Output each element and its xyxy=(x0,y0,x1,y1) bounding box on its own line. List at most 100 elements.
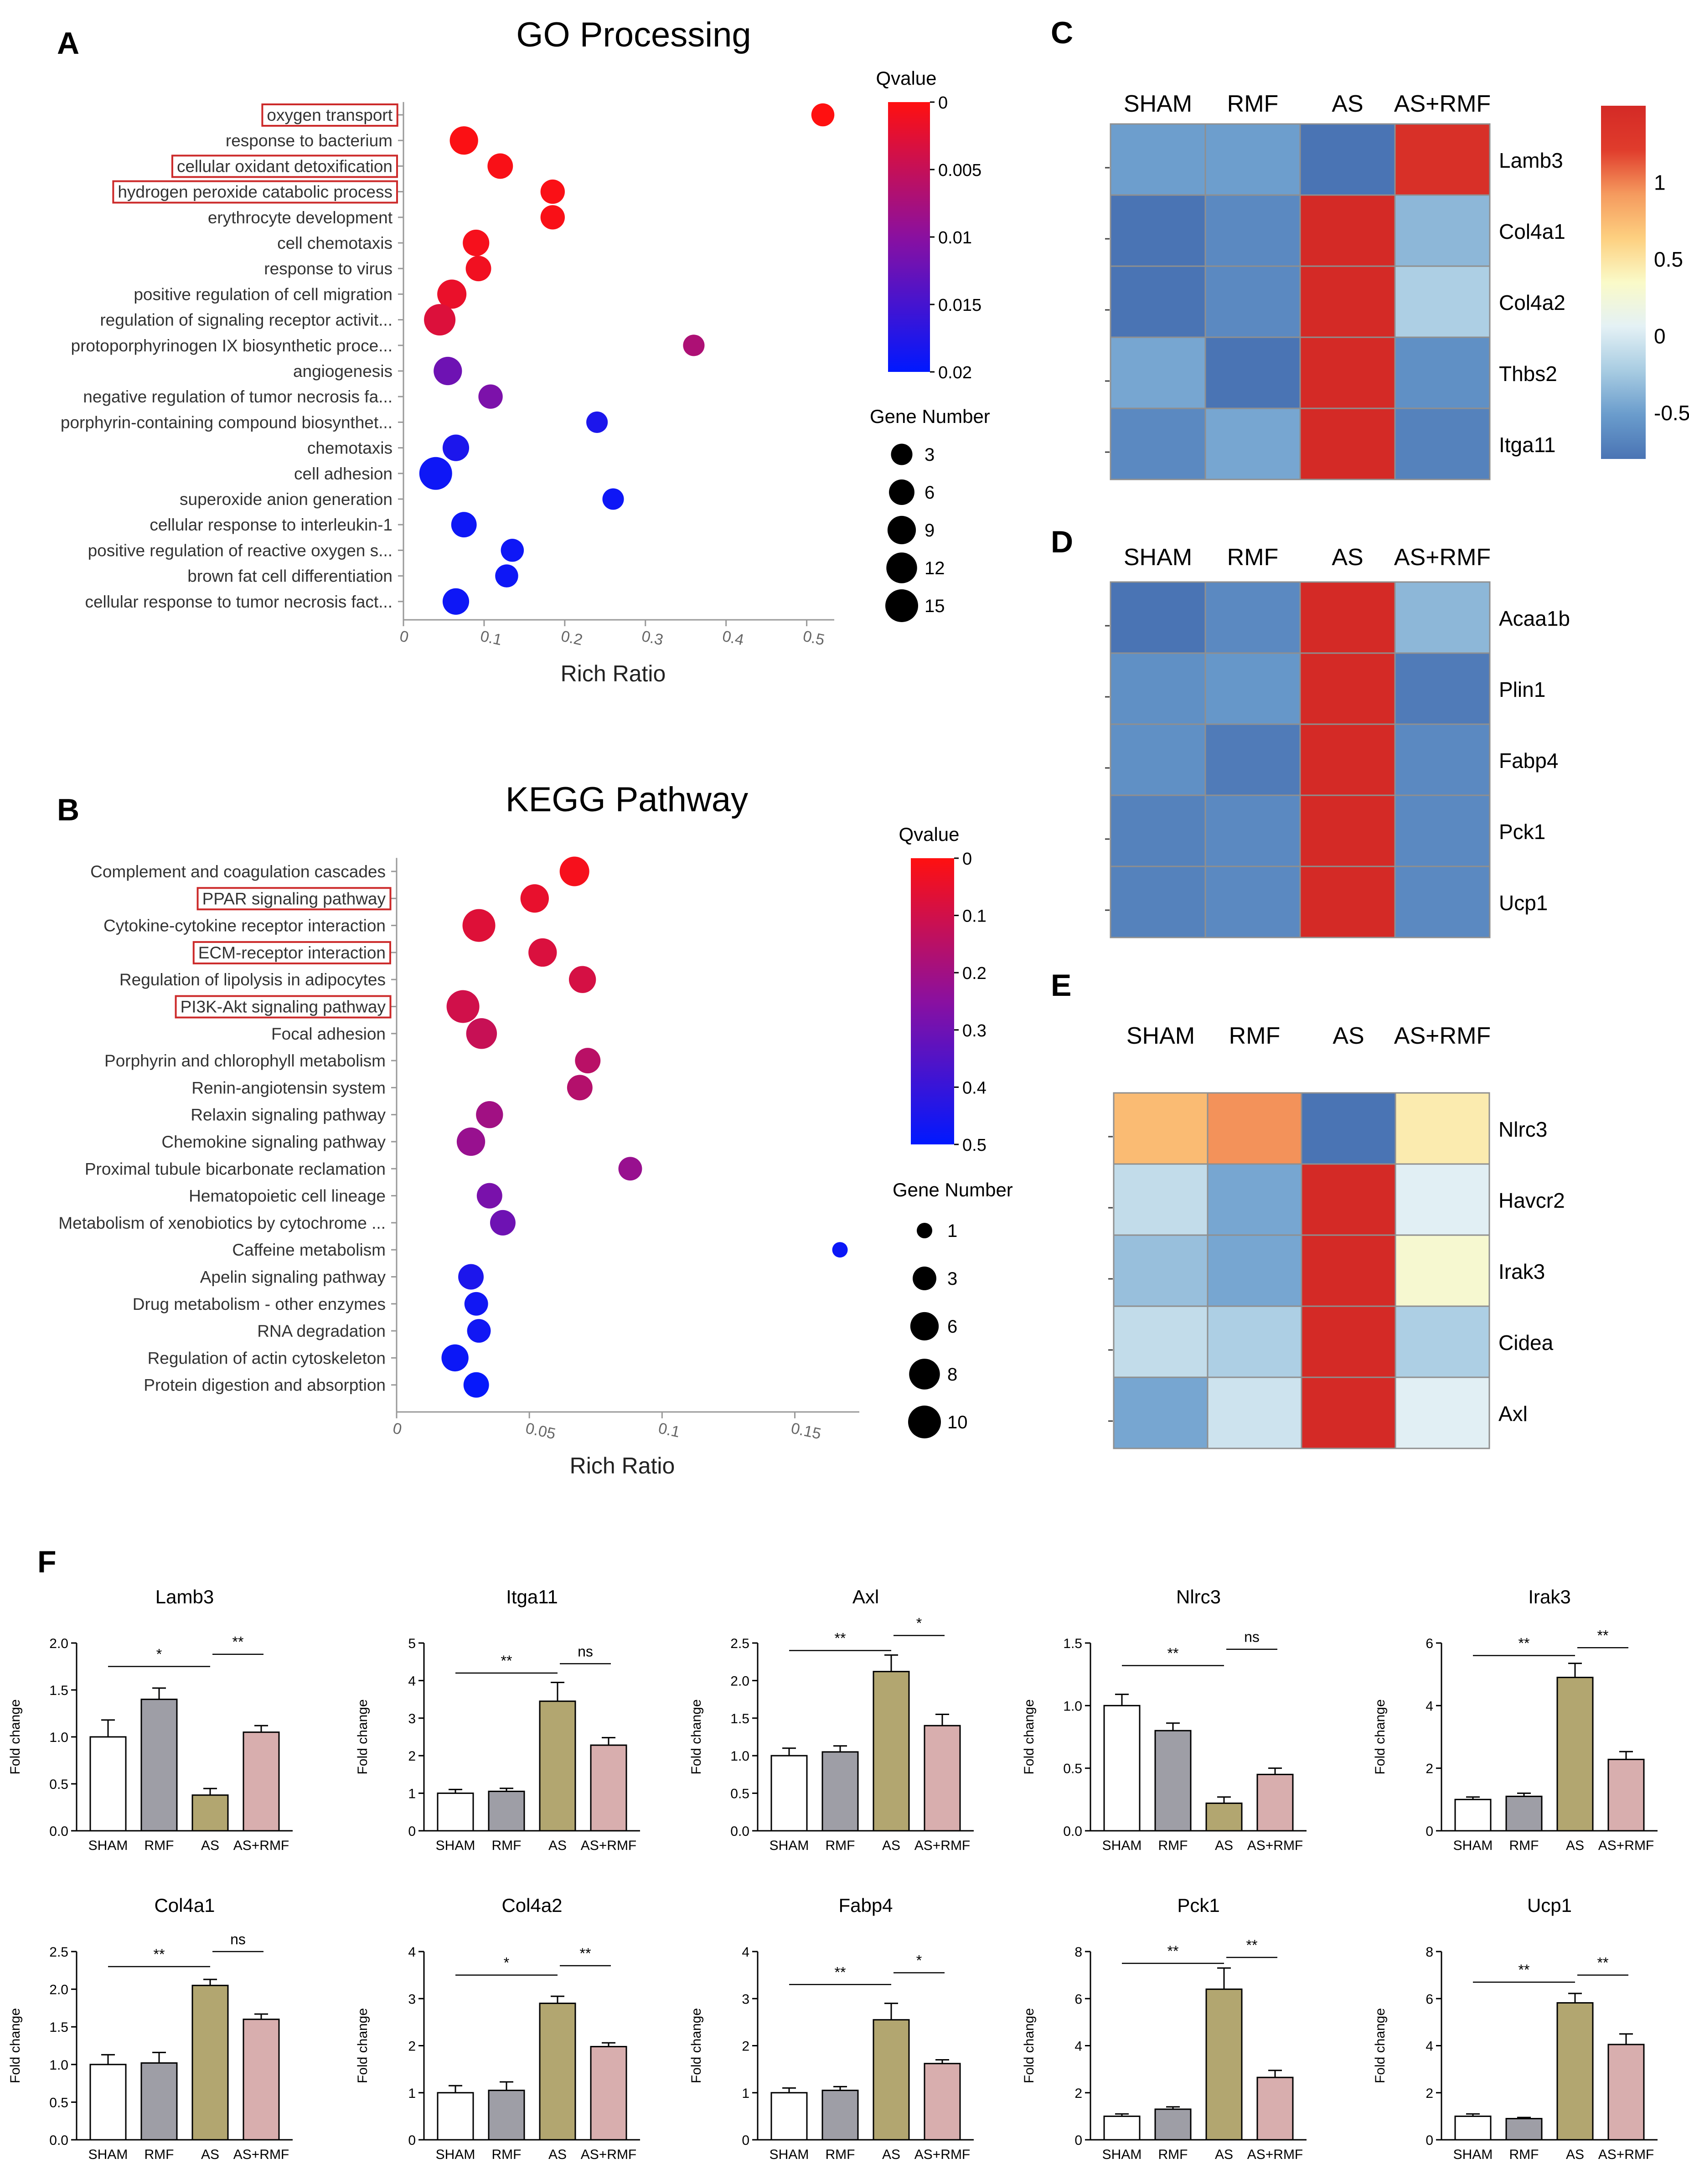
y-tick-label: 1.0 xyxy=(49,2058,68,2073)
bar-chart-title: Pck1 xyxy=(1177,1895,1219,1916)
enrichment-dot xyxy=(586,411,608,433)
size-legend-dot xyxy=(913,1267,936,1290)
enrichment-dot xyxy=(811,103,835,127)
heatmap-cell xyxy=(1299,123,1396,196)
bar xyxy=(437,1793,474,1832)
bar xyxy=(1556,2002,1594,2141)
heatmap-cell xyxy=(1395,1376,1490,1449)
y-tick-label: 2 xyxy=(408,1749,416,1764)
panel-letter-F: F xyxy=(37,1545,57,1579)
x-tick-label: RMF xyxy=(826,1838,855,1853)
column-label: AS xyxy=(1332,544,1363,571)
panel-letter-C: C xyxy=(1051,15,1073,50)
size-legend-dot xyxy=(887,515,916,545)
y-axis-title: Fold change xyxy=(689,1699,704,1774)
x-tick-label: SHAM xyxy=(1453,1838,1493,1853)
x-tick-label: RMF xyxy=(1158,2147,1188,2162)
y-tick-label: 1.5 xyxy=(49,2020,68,2035)
enrichment-dot xyxy=(434,356,462,386)
heatmap-cell xyxy=(1204,723,1301,796)
heatmap-cell xyxy=(1207,1092,1302,1165)
term-label: cell chemotaxis xyxy=(277,234,393,252)
y-tick-label: 4 xyxy=(1426,1699,1433,1714)
x-tick-label: SHAM xyxy=(88,2147,128,2162)
heatmap-cell xyxy=(1110,794,1206,867)
qvalue-legend-title: Qvalue xyxy=(876,67,936,89)
size-legend-dot xyxy=(889,479,914,505)
y-tick-label: 0.5 xyxy=(49,2095,68,2110)
y-axis-title: Fold change xyxy=(689,2008,704,2083)
qvalue-colorbar xyxy=(888,102,930,372)
y-tick-label: 0.5 xyxy=(1063,1762,1082,1777)
enrichment-dot xyxy=(458,1264,484,1290)
heatmap-cell xyxy=(1110,407,1206,480)
size-legend-dot xyxy=(891,443,913,465)
y-tick-label: 2 xyxy=(1426,2086,1433,2101)
bar xyxy=(191,1794,229,1832)
y-axis-title: Fold change xyxy=(1373,2008,1388,2083)
heatmap-cell xyxy=(1110,336,1206,409)
heatmap-cell xyxy=(1301,1376,1396,1449)
enrichment-dot xyxy=(441,1344,469,1372)
bar-chart-title: Fabp4 xyxy=(838,1895,893,1916)
enrichment-dot xyxy=(462,909,496,942)
enrichment-dot xyxy=(467,1319,491,1343)
gene-number-legend-title: Gene Number xyxy=(870,406,990,427)
heatmap-cell xyxy=(1204,794,1301,867)
size-legend-dot xyxy=(885,589,918,622)
bar-chart-Pck1: Pck1 0 2 4 6 8 Fold change SHAM RMF AS AS+RMF ** ** xyxy=(1022,1895,1307,2162)
heatmap-cell xyxy=(1394,194,1491,267)
bar xyxy=(1607,1758,1645,1832)
heatmap-cell xyxy=(1110,723,1206,796)
panel-letter-D: D xyxy=(1051,525,1073,559)
term-label: cellular response to interleukin-1 xyxy=(150,515,393,534)
heatmap-cell xyxy=(1394,581,1491,654)
y-tick-label: 2.0 xyxy=(49,1983,68,1998)
heatmap-cell xyxy=(1301,1305,1396,1378)
size-legend-label: 6 xyxy=(925,483,935,503)
heatmap-cell xyxy=(1394,123,1491,196)
enrichment-dot xyxy=(568,966,596,993)
heatmap-cell xyxy=(1110,194,1206,267)
row-label: Plin1 xyxy=(1499,678,1545,701)
heatmap-cell xyxy=(1395,1305,1490,1378)
qvalue-tick-label: 0.2 xyxy=(962,964,987,983)
row-label: Fabp4 xyxy=(1499,749,1558,773)
heatmap-cell xyxy=(1204,865,1301,938)
heatmap-cell xyxy=(1299,194,1396,267)
enrichment-dot xyxy=(478,384,503,409)
term-label: oxygen transport xyxy=(267,106,393,124)
qvalue-tick-label: 0 xyxy=(938,93,948,113)
column-label: AS+RMF xyxy=(1394,544,1491,571)
size-legend-label: 3 xyxy=(925,445,935,465)
term-label: regulation of signaling receptor activit… xyxy=(100,311,393,330)
column-label: AS xyxy=(1333,1023,1364,1049)
enrichment-dot xyxy=(451,512,477,538)
bar xyxy=(590,1744,627,1832)
heatmap-C: C SHAM RMF AS AS+RMF Lamb3 Col4a1 Col4a2 Thbs2 It… xyxy=(1051,15,1689,480)
heatmap-E: E SHAM RMF AS AS+RMF Nlrc3 Havcr2 Irak3 Cidea Axl xyxy=(1051,968,1565,1449)
y-tick-label: 4 xyxy=(1426,2039,1433,2054)
x-tick-label: AS xyxy=(201,2147,219,2162)
bar xyxy=(539,2003,576,2141)
chart-title: KEGG Pathway xyxy=(506,780,748,819)
bar-chart-Itga11: Itga11 0 1 2 3 4 5 Fold change SHAM RMF AS AS+RMF **… xyxy=(355,1586,640,1853)
enrichment-dot xyxy=(476,1101,503,1128)
size-legend-label: 12 xyxy=(925,558,945,578)
enrichment-dot xyxy=(442,434,470,461)
significance-mark: * xyxy=(916,1615,922,1632)
bar xyxy=(821,1751,859,1832)
bar xyxy=(243,2019,280,2141)
x-tick-label: AS xyxy=(201,1838,219,1853)
significance-mark: ** xyxy=(501,1653,512,1669)
heatmap-cell xyxy=(1394,865,1491,938)
bar xyxy=(924,2063,961,2141)
enrichment-dot xyxy=(618,1157,642,1181)
heatmap-cell xyxy=(1394,723,1491,796)
heatmap-cell xyxy=(1299,265,1396,338)
x-tick-label: AS+RMF xyxy=(233,1838,289,1853)
qvalue-tick-label: 0.4 xyxy=(962,1078,987,1097)
term-label: Chemokine signaling pathway xyxy=(161,1133,386,1151)
heatmap-cell xyxy=(1394,407,1491,480)
bar xyxy=(1205,1803,1243,1832)
